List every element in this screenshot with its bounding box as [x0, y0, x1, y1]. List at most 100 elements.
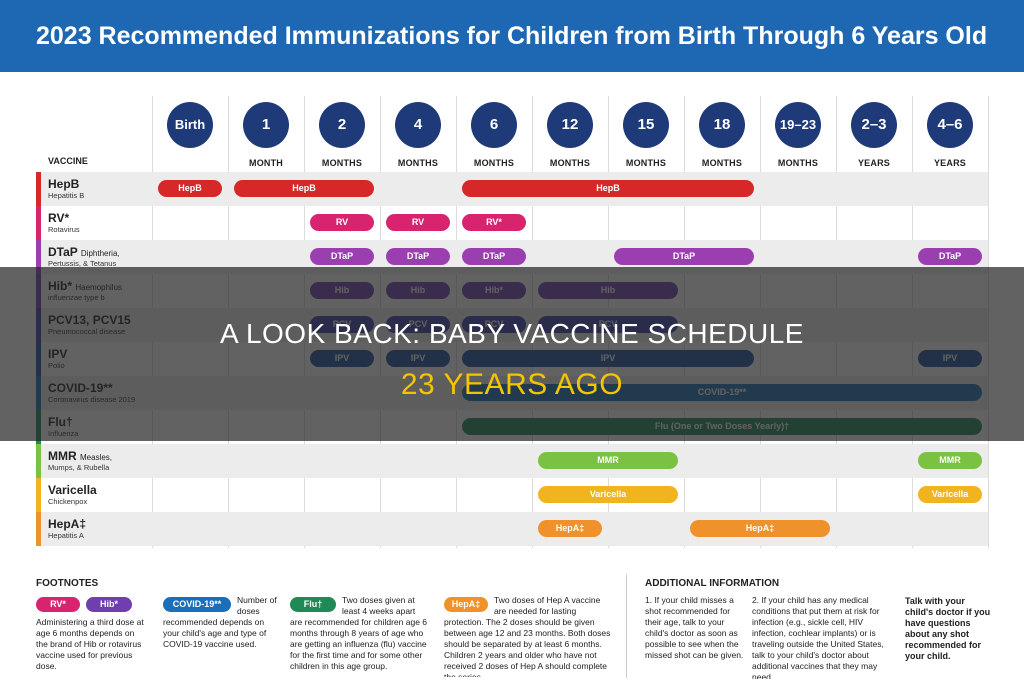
- vaccine-row: Varicella Chickenpox Varicella Varicella: [36, 478, 988, 512]
- vaccine-description: Rotavirus: [48, 225, 80, 234]
- footnote-pill-covid: COVID-19**: [163, 597, 231, 612]
- age-unit-label: MONTHS: [473, 158, 515, 168]
- age-column-header: 15 MONTHS: [608, 102, 684, 168]
- overlay-headline: A LOOK BACK: BABY VACCINE SCHEDULE: [220, 318, 804, 349]
- age-column-header: 4–6 YEARS: [912, 102, 988, 168]
- additional-info-item-2: 2. If your child has any medical conditi…: [752, 595, 884, 679]
- vaccine-row: MMR Measles, Mumps, & Rubella MMR MMR: [36, 444, 988, 478]
- age-circle: 12: [547, 102, 593, 148]
- vaccine-color-stripe: [36, 240, 41, 274]
- age-circle: 18: [699, 102, 745, 148]
- vaccine-description: Pertussis, & Tetanus: [48, 259, 117, 268]
- vaccine-color-stripe: [36, 478, 41, 512]
- title-overlay-band: [0, 267, 1024, 441]
- vaccine-color-stripe: [36, 444, 41, 478]
- age-unit-label: MONTHS: [549, 158, 591, 168]
- vaccine-name-text: RV*: [48, 211, 70, 225]
- dose-bar: HepA‡: [538, 520, 602, 537]
- vaccine-name-text: HepA‡: [48, 517, 87, 531]
- age-column-header: Birth: [152, 102, 228, 158]
- vaccine-name-note: Measles,: [80, 453, 113, 462]
- dose-bar: HepB: [462, 180, 754, 197]
- vaccine-name-text: Varicella: [48, 483, 97, 497]
- footnote-text-flu: are recommended for children age 6 month…: [290, 617, 428, 671]
- age-unit-label: MONTHS: [701, 158, 743, 168]
- dose-bar: MMR: [918, 452, 982, 469]
- vaccine-color-stripe: [36, 172, 41, 206]
- age-unit-label: MONTHS: [777, 158, 819, 168]
- vaccine-description: Hepatitis B: [48, 191, 85, 200]
- vaccine-row: RV* Rotavirus RV RV RV*: [36, 206, 988, 240]
- age-unit-label: YEARS: [933, 158, 966, 168]
- age-column-header: 2 MONTHS: [304, 102, 380, 168]
- footnote-pill-flu: Flu†: [290, 597, 336, 612]
- vaccine-name-note: Diphtheria,: [80, 249, 120, 258]
- footer-divider: [626, 574, 627, 678]
- talk-with-doctor-note: Talk with your child's doctor if you hav…: [905, 596, 991, 661]
- dose-bar: HepA‡: [690, 520, 830, 537]
- age-circle: 1: [243, 102, 289, 148]
- dose-bar: RV: [386, 214, 450, 231]
- age-column-header: 19–23 MONTHS: [760, 102, 836, 168]
- age-unit-label: YEARS: [857, 158, 890, 168]
- vaccine-name: DTaP Diphtheria,: [48, 245, 120, 259]
- vaccine-color-stripe: [36, 512, 41, 546]
- additional-info-item-1: 1. If your child misses a shot recommend…: [645, 595, 744, 660]
- dose-bar: HepB: [158, 180, 222, 197]
- dose-bar: Varicella: [538, 486, 678, 503]
- footnotes-section: FOOTNOTES RV* Hib* Administering a third…: [36, 570, 991, 680]
- age-unit-label: MONTH: [249, 158, 283, 168]
- vaccine-description: Chickenpox: [48, 497, 88, 506]
- footnote-text-covid: recommended depends on your child's age …: [163, 617, 267, 649]
- age-column-header: 2–3 YEARS: [836, 102, 912, 168]
- footnote-text-hepa-right: Two doses of Hep A vaccine are needed fo…: [494, 595, 601, 616]
- additional-info-title: ADDITIONAL INFORMATION: [645, 578, 780, 589]
- dose-bar: Varicella: [918, 486, 982, 503]
- vaccine-name-text: MMR: [48, 449, 77, 463]
- footnote-text-rv-hib: Administering a third dose at age 6 mont…: [36, 617, 144, 671]
- dose-bar: RV: [310, 214, 374, 231]
- age-unit-label: MONTHS: [397, 158, 439, 168]
- vaccine-row: HepB Hepatitis B HepB HepB HepB: [36, 172, 988, 206]
- dose-bar: RV*: [462, 214, 526, 231]
- age-circle: 2–3: [851, 102, 897, 148]
- age-circle: 2: [319, 102, 365, 148]
- age-unit-label: MONTHS: [625, 158, 667, 168]
- dose-bar: DTaP: [614, 248, 754, 265]
- vaccine-name: HepB: [48, 177, 79, 191]
- age-column-header: 4 MONTHS: [380, 102, 456, 168]
- overlay-subheadline: 23 YEARS AGO: [400, 368, 624, 401]
- footnote-pill-hib: Hib*: [86, 597, 132, 612]
- age-column-header: 18 MONTHS: [684, 102, 760, 168]
- age-circle: 4: [395, 102, 441, 148]
- vaccine-name: RV*: [48, 211, 69, 225]
- age-circle: 19–23: [775, 102, 821, 148]
- vaccine-description: Mumps, & Rubella: [48, 463, 110, 472]
- page-title: 2023 Recommended Immunizations for Child…: [36, 22, 988, 50]
- dose-bar: DTaP: [918, 248, 982, 265]
- vaccine-name: HepA‡: [48, 517, 86, 531]
- age-unit-label: MONTHS: [321, 158, 363, 168]
- vaccine-name: MMR Measles,: [48, 449, 112, 463]
- dose-bar: DTaP: [310, 248, 374, 265]
- footnotes-title: FOOTNOTES: [36, 578, 99, 589]
- vaccine-description: Hepatitis A: [48, 531, 84, 540]
- dose-bar: DTaP: [462, 248, 526, 265]
- dose-bar: HepB: [234, 180, 374, 197]
- page-header: 2023 Recommended Immunizations for Child…: [0, 0, 1024, 72]
- footnote-text-hepa: protection. The 2 doses should be given …: [444, 617, 611, 677]
- vaccine-name: Varicella: [48, 483, 97, 497]
- vaccine-column-header: VACCINE: [48, 156, 88, 166]
- age-circle: 15: [623, 102, 669, 148]
- vaccine-color-stripe: [36, 206, 41, 240]
- vaccine-name-text: HepB: [48, 177, 80, 191]
- vaccine-name-text: DTaP: [48, 245, 78, 259]
- age-circle: 6: [471, 102, 517, 148]
- footnote-text-covid-right: Number of doses: [237, 595, 277, 616]
- footnote-pill-hepa: HepA‡: [444, 597, 488, 612]
- age-circle: Birth: [167, 102, 213, 148]
- footnote-pill-rv: RV*: [36, 597, 80, 612]
- age-circle: 4–6: [927, 102, 973, 148]
- dose-bar: MMR: [538, 452, 678, 469]
- age-column-header: 1 MONTH: [228, 102, 304, 168]
